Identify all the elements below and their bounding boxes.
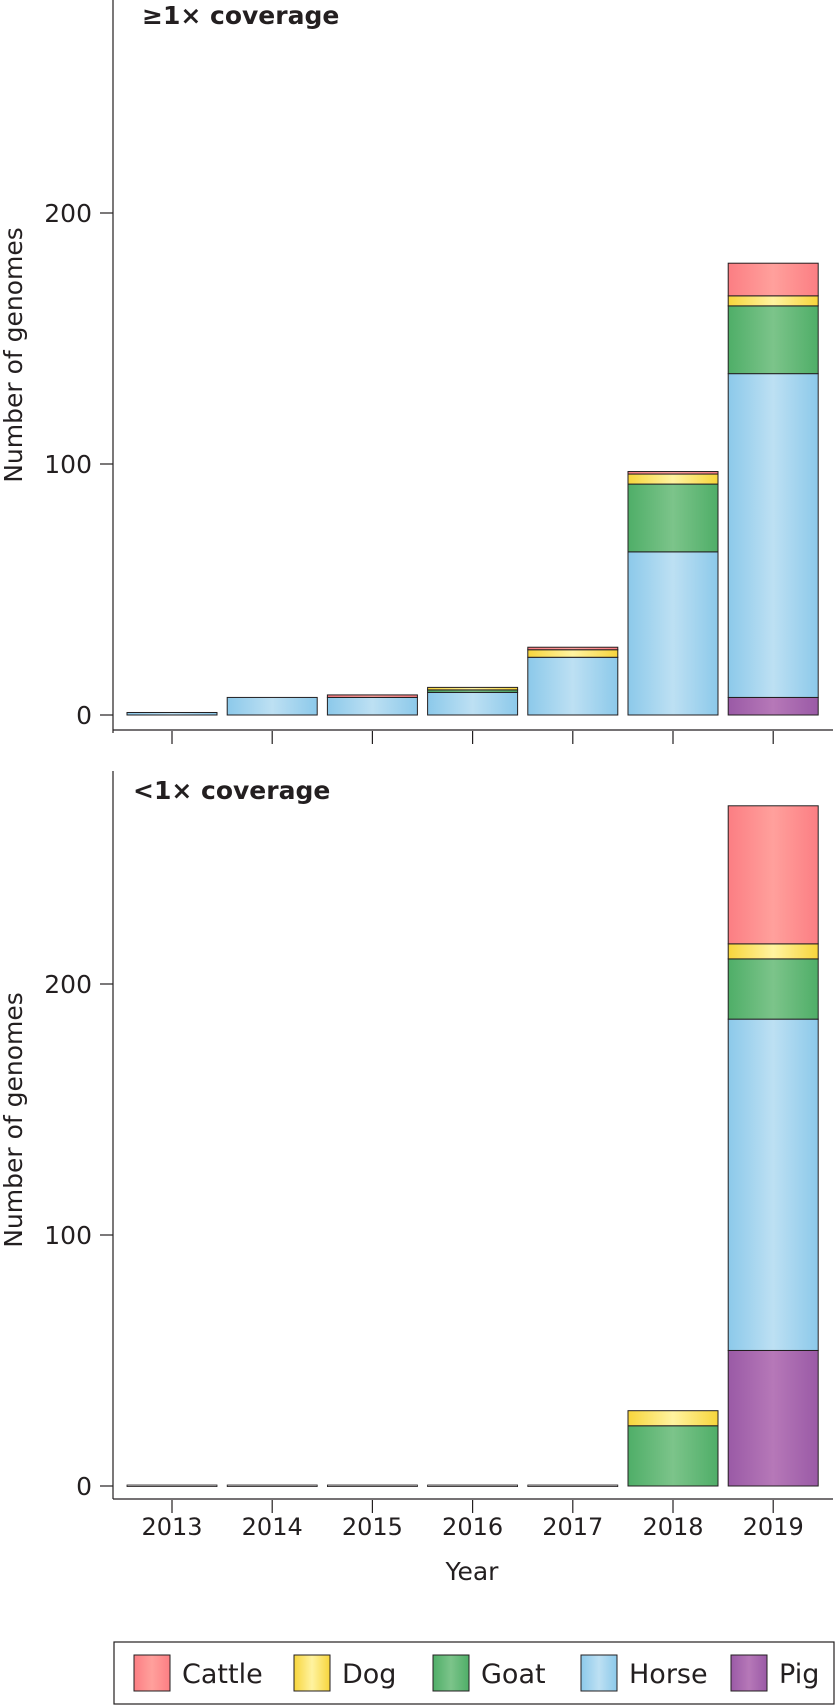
x-tick-label: 2017	[542, 1513, 603, 1541]
bar-stack-2018	[627, 1410, 719, 1487]
bar-goat-2019	[727, 305, 819, 375]
bar-cattle-2019	[727, 805, 819, 945]
bar-stack-2019	[727, 805, 819, 1487]
bar-empty-2016	[427, 1484, 519, 1488]
x-axis-label: Year	[445, 1557, 500, 1586]
y-tick-label: 200	[44, 199, 92, 228]
legend-swatch-cattle	[133, 1654, 171, 1692]
bar-stack-2019	[727, 262, 819, 716]
bar-stack-2017	[527, 646, 619, 716]
x-tick-label: 2015	[342, 1513, 403, 1541]
legend-item-horse: Horse	[580, 1654, 708, 1692]
legend-item-dog: Dog	[293, 1654, 396, 1692]
bar-cattle-2015	[326, 694, 418, 698]
bar-dog-2018	[627, 1410, 719, 1427]
bar-horse-2014	[226, 696, 318, 716]
bar-dog-2016	[427, 686, 519, 691]
panel-top-coverage-ge1x: ≥1× coverage Number of genomes 0 100 200	[0, 0, 833, 744]
bar-stack-2013	[126, 711, 218, 716]
bar-horse-2017	[527, 656, 619, 716]
panel-title: <1× coverage	[133, 776, 330, 805]
legend-label-horse: Horse	[629, 1659, 708, 1690]
bar-horse-2018	[627, 551, 719, 716]
panel-title: ≥1× coverage	[142, 1, 339, 30]
bar-goat-2018	[627, 483, 719, 553]
y-tick-label: 100	[44, 450, 92, 479]
bar-cattle-2019	[727, 262, 819, 297]
legend-swatch-goat	[432, 1654, 470, 1692]
bar-horse-2019	[727, 373, 819, 698]
bar-stack-2014	[226, 1484, 318, 1488]
y-tick-label: 0	[76, 1472, 92, 1501]
bar-pig-2019	[727, 1349, 819, 1487]
bar-stack-2013	[126, 1484, 218, 1488]
bar-stack-2018	[627, 471, 719, 716]
bar-empty-2015	[326, 1484, 418, 1488]
bar-horse-2013	[126, 711, 218, 716]
bar-pig-2019	[727, 696, 819, 716]
bar-stack-2015	[326, 1484, 418, 1488]
legend-swatch-pig	[730, 1654, 768, 1692]
x-axis-ticks	[171, 731, 774, 744]
bar-horse-2016	[427, 691, 519, 716]
bar-stack-2014	[226, 696, 318, 716]
bar-horse-2019	[727, 1018, 819, 1351]
legend-item-pig: Pig	[730, 1654, 819, 1692]
x-tick-label: 2013	[141, 1513, 202, 1541]
bar-stack-2015	[326, 694, 418, 716]
bar-empty-2014	[226, 1484, 318, 1488]
y-tick-label: 100	[44, 1221, 92, 1250]
legend-label-cattle: Cattle	[182, 1659, 263, 1690]
legend: Cattle Dog Goat Horse Pig	[113, 1641, 835, 1705]
panel-bottom-coverage-lt1x: <1× coverage Number of genomes 0 100 200 2…	[0, 771, 833, 1586]
bar-cattle-2018	[627, 471, 719, 475]
legend-frame	[113, 1641, 835, 1705]
bar-horse-2015	[326, 696, 418, 716]
legend-swatch-dog	[293, 1654, 331, 1692]
legend-item-goat: Goat	[432, 1654, 546, 1692]
legend-label-goat: Goat	[481, 1659, 546, 1690]
legend-items: Cattle Dog Goat Horse Pig	[133, 1654, 819, 1692]
bars	[126, 262, 819, 716]
x-tick-label: 2019	[743, 1513, 804, 1541]
bar-empty-2013	[126, 1484, 218, 1488]
bar-dog-2018	[627, 473, 719, 485]
bar-dog-2019	[727, 295, 819, 307]
x-tick-label: 2014	[242, 1513, 303, 1541]
y-tick-label: 0	[76, 701, 92, 730]
bar-goat-2019	[727, 958, 819, 1020]
x-tick-label: 2016	[442, 1513, 503, 1541]
bar-stack-2017	[527, 1484, 619, 1488]
y-axis-label: Number of genomes	[0, 992, 28, 1248]
legend-swatch-horse	[580, 1654, 618, 1692]
bars	[126, 805, 819, 1488]
bar-stack-2016	[427, 686, 519, 716]
x-tick-label: 2018	[642, 1513, 703, 1541]
y-axis-ticks: 0 100 200	[44, 199, 113, 730]
bar-cattle-2017	[527, 646, 619, 651]
bar-dog-2019	[727, 943, 819, 960]
y-axis-ticks: 0 100 200	[44, 970, 113, 1501]
legend-label-pig: Pig	[779, 1659, 819, 1690]
bar-stack-2016	[427, 1484, 519, 1488]
legend-item-cattle: Cattle	[133, 1654, 263, 1692]
y-axis-label: Number of genomes	[0, 227, 28, 483]
bar-goat-2018	[627, 1425, 719, 1487]
y-tick-label: 200	[44, 970, 92, 999]
bar-dog-2017	[527, 649, 619, 658]
bar-empty-2017	[527, 1484, 619, 1488]
legend-label-dog: Dog	[342, 1659, 396, 1690]
x-axis-ticks: 2013 2014 2015 2016 2017 2018 2019	[141, 1500, 804, 1541]
